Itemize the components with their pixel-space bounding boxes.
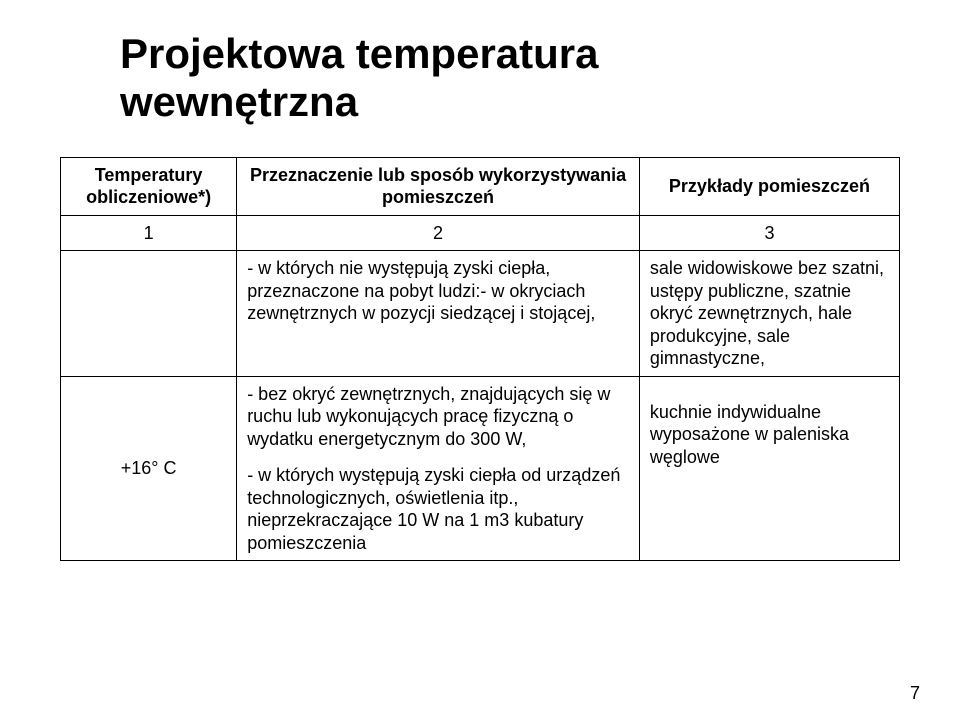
num-col-1: 1 (61, 215, 237, 251)
cell-b3-text: kuchnie indywidualne wyposażone w paleni… (650, 401, 889, 469)
title-line-2: wewnętrzna (120, 78, 358, 125)
cell-b1: +16° C (61, 376, 237, 561)
header-row: Temperatury obliczeniowe*) Przeznaczenie… (61, 157, 900, 215)
cell-b2-p1: - bez okryć zewnętrznych, znajdujących s… (247, 383, 629, 451)
header-col-1: Temperatury obliczeniowe*) (61, 157, 237, 215)
cell-a1 (61, 251, 237, 377)
title-line-1: Projektowa temperatura (120, 30, 599, 77)
data-table: Temperatury obliczeniowe*) Przeznaczenie… (60, 157, 900, 562)
cell-a2: - w których nie występują zyski ciepła, … (237, 251, 640, 377)
header-col-2: Przeznaczenie lub sposób wykorzystywania… (237, 157, 640, 215)
num-col-3: 3 (639, 215, 899, 251)
cell-b2-p2: - w których występują zyski ciepła od ur… (247, 464, 629, 554)
header-col-3: Przykłady pomieszczeń (639, 157, 899, 215)
slide-page: Projektowa temperatura wewnętrzna Temper… (0, 0, 960, 720)
num-col-2: 2 (237, 215, 640, 251)
cell-b3: kuchnie indywidualne wyposażone w paleni… (639, 376, 899, 561)
cell-b2: - bez okryć zewnętrznych, znajdujących s… (237, 376, 640, 561)
table-row: +16° C - bez okryć zewnętrznych, znajduj… (61, 376, 900, 561)
cell-a3: sale widowiskowe bez szatni, ustępy publ… (639, 251, 899, 377)
number-row: 1 2 3 (61, 215, 900, 251)
page-number: 7 (910, 683, 920, 704)
table-row: - w których nie występują zyski ciepła, … (61, 251, 900, 377)
page-title: Projektowa temperatura wewnętrzna (120, 30, 900, 127)
